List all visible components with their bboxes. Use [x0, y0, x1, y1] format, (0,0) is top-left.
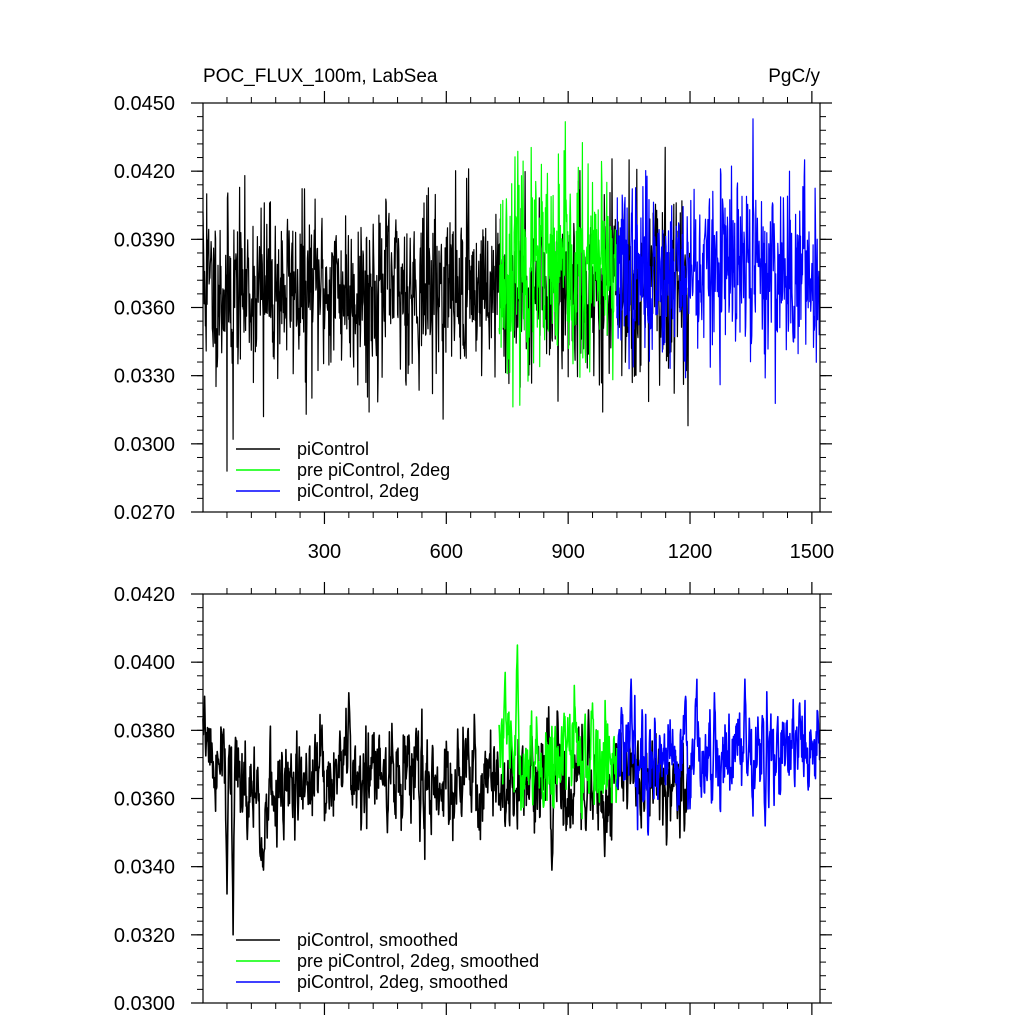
y-tick-label: 0.0400 [114, 652, 175, 674]
series-line-picontrol-2deg [616, 118, 821, 404]
x-tick-label: 300 [308, 541, 341, 563]
series-line-picontrol-2deg-smoothed [616, 678, 821, 836]
y-tick-label: 0.0450 [114, 93, 175, 115]
legend-label-picontrol: piControl [297, 439, 369, 459]
legend-label-picontrol-2deg-smoothed: piControl, 2deg, smoothed [297, 972, 508, 992]
series-line-picontrol-smoothed [202, 691, 691, 936]
x-tick-label: 600 [430, 541, 463, 563]
x-tick-label: 900 [551, 541, 584, 563]
y-tick-label: 0.0390 [114, 229, 175, 251]
y-tick-label: 0.0360 [114, 789, 175, 811]
legend-label-picontrol-smoothed: piControl, smoothed [297, 930, 458, 950]
y-tick-label: 0.0320 [114, 925, 175, 947]
y-tick-label: 0.0420 [114, 584, 175, 606]
y-tick-label: 0.0380 [114, 720, 175, 742]
series-line-pre-picontrol-2deg [498, 121, 618, 408]
legend-label-pre-picontrol: pre piControl, 2deg [297, 460, 450, 480]
x-tick-label: 1500 [790, 541, 835, 563]
y-tick-label: 0.0360 [114, 298, 175, 320]
series-line-pre-picontrol-2deg-smoothed [498, 644, 618, 820]
legend-label-picontrol-2deg: piControl, 2deg [297, 481, 419, 501]
x-tick-label: 1200 [668, 541, 713, 563]
panel-title: POC_FLUX_100m, LabSea [203, 66, 438, 87]
top-legend: piControl pre piControl, 2deg piControl,… [236, 439, 450, 501]
units-label: PgC/y [768, 66, 820, 87]
top-panel: 0.0270 0.0300 0.0330 0.0360 0.0390 0.0420 0.04… [114, 91, 834, 563]
y-tick-label: 0.0420 [114, 161, 175, 183]
y-tick-label: 0.0300 [114, 993, 175, 1015]
bottom-panel: 0.0300 0.0320 0.0340 0.0360 0.0380 0.0400 0.04… [114, 582, 832, 1015]
y-tick-label: 0.0330 [114, 366, 175, 388]
bottom-legend: piControl, smoothed pre piControl, 2deg,… [236, 930, 539, 992]
legend-label-pre-picontrol-smoothed: pre piControl, 2deg, smoothed [297, 951, 539, 971]
y-tick-label: 0.0270 [114, 502, 175, 524]
series-line-picontrol [202, 146, 691, 472]
y-tick-label: 0.0340 [114, 857, 175, 879]
y-tick-label: 0.0300 [114, 434, 175, 456]
